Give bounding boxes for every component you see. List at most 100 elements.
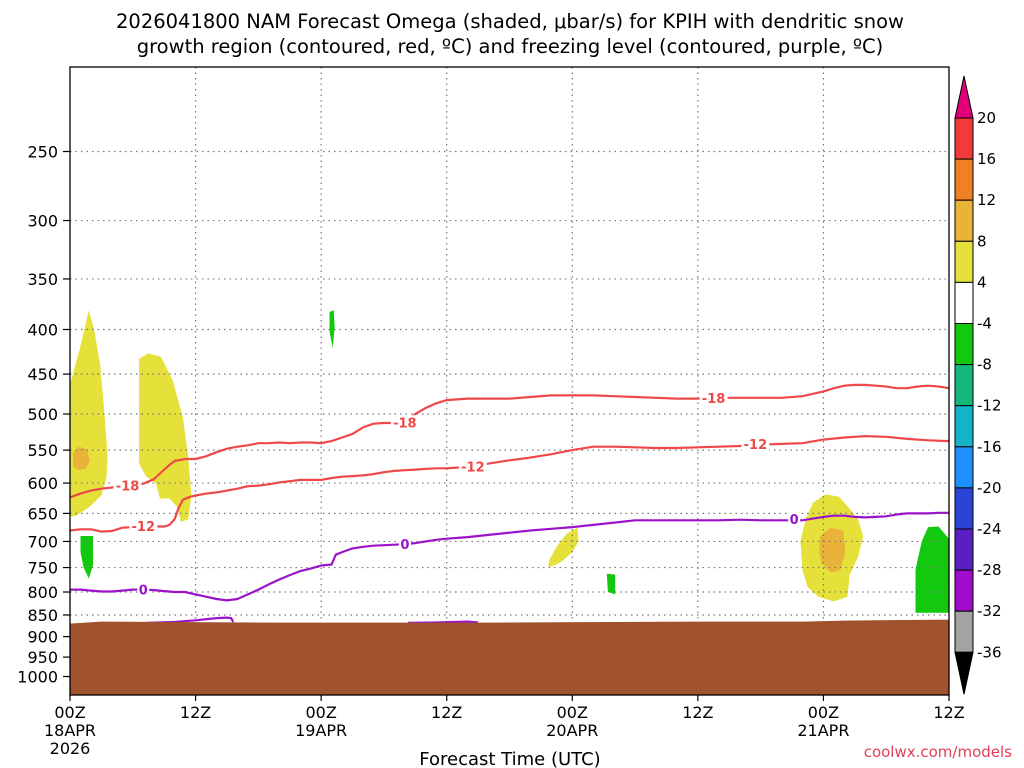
colorbar-bin-8 [954,405,974,448]
colorbar-bin-12 [954,569,974,612]
x-tick-label-24-1: 19APR [295,721,347,740]
colorbar-bin-5 [954,281,974,324]
x-tick-label-36-0: 12Z [431,703,462,722]
colorbar-bin-6 [954,323,974,366]
colorbar-label-8: -12 [977,397,1002,415]
y-tick-label-300: 300 [27,212,58,231]
x-tick-label-48-1: 20APR [546,721,598,740]
contour-label-bg-6 [741,436,770,451]
omega-region-2 [73,446,90,471]
omega-region-7 [606,573,616,595]
colorbar-bin-13 [954,610,974,653]
x-axis-title: Forecast Time (UTC) [419,749,600,768]
omega-region-9 [819,527,846,573]
y-tick-label-550: 550 [27,441,58,460]
omega-region-4 [80,536,93,579]
y-tick-label-450: 450 [27,365,58,384]
contour-label-bg-4 [458,459,487,474]
colorbar-label-13: -32 [977,602,1002,620]
colorbar-bottom-arrow [954,651,974,695]
colorbar-label-11: -24 [977,520,1002,538]
plot-frame [69,66,950,696]
y-tick-label-700: 700 [27,532,58,551]
x-tick-label-48-0: 00Z [557,703,588,722]
contour-label-4: -12 [461,460,485,475]
y-tick-label-750: 750 [27,559,58,578]
plot-background [70,67,949,695]
colorbar-bin-3 [954,199,974,242]
colorbar-bin-11 [954,528,974,571]
contour-label-bg-8 [398,537,411,552]
x-tick-label-0-2: 2026 [50,739,91,758]
contour-label-2: -12 [132,520,156,535]
contour-labels: -18 -12 -18 -12 -18 -12 0 0 0 [113,390,801,599]
contour-label-6: -12 [744,438,768,453]
omega-region-10 [915,526,949,613]
omega-region-6 [548,527,579,567]
plot-area: -18 -12 -18 -12 -18 -12 0 0 0 [69,66,950,696]
colorbar-label-1: 20 [977,109,996,127]
contour-line-minus-18 [69,383,950,499]
y-tick-label-500: 500 [27,405,58,424]
colorbar-label-5: 4 [977,273,987,291]
colorbar-label-6: -4 [977,315,992,333]
y-tick-label-400: 400 [27,321,58,340]
colorbar-label-12: -28 [977,561,1002,579]
contour-line-minus-12 [69,435,950,533]
colorbar-bin-9 [954,446,974,489]
chart-title-line-2: growth region (contoured, red, ºC) and f… [137,35,884,58]
x-tick-label-72-1: 21APR [797,721,849,740]
colorbar-label-7: -8 [977,356,992,374]
colorbar-label-2: 16 [977,150,996,168]
contour-label-5: -18 [702,392,726,407]
contour-label-bg-3 [390,415,419,430]
contour-label-bg-5 [699,390,728,405]
colorbar-label-9: -16 [977,438,1002,456]
omega-region-5 [329,310,335,348]
colorbar: 20 16 12 8 4 -4 -8 -12 -16 -20 -24 -28 -32 -36 [954,75,1002,695]
y-tick-label-250: 250 [27,143,58,162]
contour-label-8: 0 [400,538,409,553]
x-tick-label-24-0: 00Z [305,703,336,722]
colorbar-top-arrow [954,75,974,119]
colorbar-bin-2 [954,158,974,201]
terrain-fill [70,619,949,695]
chart-title-line-1: 2026041800 NAM Forecast Omega (shaded, μ… [116,10,904,33]
y-tick-label-1000: 1000 [17,668,58,687]
colorbar-bin-4 [954,240,974,283]
y-axis: 250 300 350 400 450 500 550 600 650 700 750 800 850 9… [17,143,70,687]
contour-label-7: 0 [139,584,148,599]
freezing-level-fragment-1 [147,616,235,624]
contour-label-bg-9 [788,512,801,527]
contour-line-0 [70,511,949,602]
colorbar-label-14: -36 [977,643,1002,661]
x-tick-label-0-0: 00Z [54,703,85,722]
contour-label-bg-2 [129,518,158,533]
terrain-layer [70,619,949,695]
y-tick-label-900: 900 [27,628,58,647]
contour-label-1: -18 [116,480,140,495]
contour-label-bg-7 [137,582,150,597]
colorbar-bin-10 [954,487,974,530]
x-tick-label-12-0: 12Z [180,703,211,722]
y-tick-label-650: 650 [27,504,58,523]
colorbar-bin-7 [954,364,974,407]
y-tick-label-600: 600 [27,474,58,493]
x-tick-label-0-1: 18APR [44,721,96,740]
contour-label-3: -18 [393,416,417,431]
colorbar-label-10: -20 [977,479,1002,497]
credit-text: coolwx.com/models [864,743,1012,761]
x-tick-label-72-0: 00Z [808,703,839,722]
y-tick-label-350: 350 [27,270,58,289]
contour-label-bg-1 [113,478,142,493]
x-tick-label-84-0: 12Z [933,703,964,722]
y-tick-label-800: 800 [27,583,58,602]
colorbar-label-4: 8 [977,232,987,250]
y-tick-label-850: 850 [27,606,58,625]
colorbar-bin-1 [954,117,974,160]
contour-label-9: 0 [790,513,799,528]
x-tick-label-60-0: 12Z [682,703,713,722]
colorbar-label-3: 12 [977,191,996,209]
